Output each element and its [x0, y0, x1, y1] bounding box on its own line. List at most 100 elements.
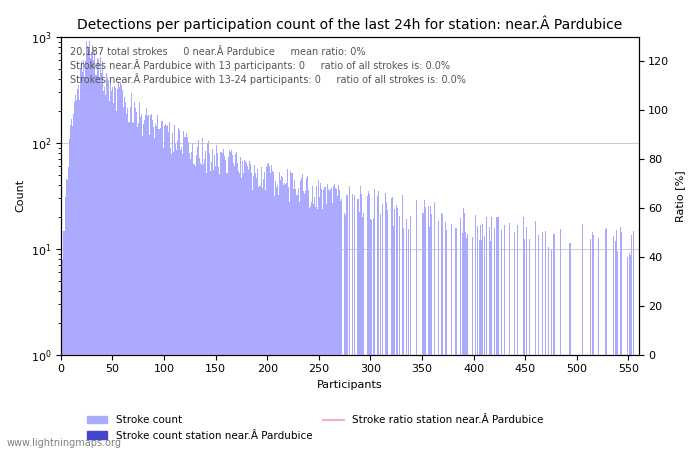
Bar [174, 125, 175, 450]
Bar [275, 180, 276, 450]
Bar [244, 160, 245, 450]
Bar [182, 154, 183, 450]
Bar [238, 171, 239, 450]
Y-axis label: Ratio [%]: Ratio [%] [675, 170, 685, 221]
Legend: Stroke count, Stroke count station near.Â Pardubice, Stroke ratio station near.Â: Stroke count, Stroke count station near.… [83, 411, 547, 445]
Bar [103, 91, 104, 450]
Bar [438, 221, 439, 450]
Bar [150, 115, 151, 450]
Bar [250, 164, 251, 450]
Bar [70, 125, 71, 450]
Bar [430, 214, 432, 450]
Bar [234, 154, 236, 450]
Bar [393, 209, 395, 450]
Bar [151, 114, 152, 450]
Bar [489, 241, 491, 450]
Bar [582, 225, 583, 450]
Bar [232, 163, 234, 450]
Bar [517, 225, 519, 450]
Bar [280, 180, 281, 450]
Bar [207, 143, 208, 450]
Bar [210, 171, 211, 450]
Bar [308, 190, 309, 450]
Bar [548, 247, 550, 450]
Bar [615, 241, 617, 450]
Bar [109, 100, 110, 450]
Bar [212, 149, 213, 450]
Bar [290, 171, 291, 450]
Bar [298, 188, 299, 450]
Bar [188, 142, 189, 450]
Bar [193, 164, 195, 450]
Bar [181, 147, 182, 450]
Bar [123, 107, 125, 450]
Bar [328, 191, 330, 450]
Bar [626, 257, 628, 450]
Bar [386, 202, 387, 450]
Bar [538, 235, 539, 450]
Bar [315, 207, 316, 450]
Bar [248, 170, 249, 450]
Bar [402, 195, 403, 450]
Bar [501, 230, 502, 450]
Bar [120, 83, 121, 450]
Bar [281, 176, 282, 450]
Bar [153, 127, 154, 450]
Bar [164, 124, 166, 450]
Bar [274, 196, 275, 450]
Bar [522, 217, 524, 450]
Bar [593, 235, 594, 450]
Bar [374, 189, 375, 450]
Bar [186, 133, 188, 450]
Bar [71, 126, 73, 450]
Bar [208, 141, 209, 450]
Bar [97, 59, 99, 450]
Bar [145, 115, 146, 450]
Bar [77, 89, 78, 450]
Bar [190, 159, 191, 450]
Bar [88, 50, 90, 450]
Bar [424, 207, 426, 450]
Bar [81, 61, 82, 450]
Bar [528, 238, 530, 450]
Bar [119, 87, 120, 450]
Bar [613, 236, 615, 450]
Bar [213, 170, 214, 450]
Bar [68, 167, 69, 450]
Bar [127, 108, 129, 450]
Bar [321, 189, 323, 450]
Bar [441, 213, 442, 450]
Bar [387, 211, 388, 450]
Bar [162, 148, 164, 450]
Bar [338, 185, 339, 450]
Bar [199, 163, 201, 450]
Bar [168, 132, 169, 450]
Bar [477, 226, 478, 450]
Bar [183, 131, 184, 450]
Bar [118, 82, 119, 450]
Bar [335, 188, 336, 450]
Bar [497, 217, 498, 450]
Bar [352, 194, 354, 450]
Bar [467, 234, 468, 450]
Bar [295, 195, 297, 450]
Bar [545, 231, 546, 450]
Bar [542, 232, 543, 450]
Bar [535, 221, 536, 450]
Bar [373, 218, 374, 450]
Bar [307, 176, 308, 450]
Bar [78, 86, 79, 450]
Bar [141, 114, 142, 450]
Bar [416, 200, 417, 450]
Bar [287, 169, 288, 450]
Bar [369, 194, 370, 450]
Bar [270, 173, 271, 450]
Bar [316, 186, 317, 450]
Bar [410, 216, 411, 450]
Bar [216, 145, 217, 450]
Bar [337, 196, 338, 450]
Bar [332, 185, 334, 450]
Bar [201, 165, 202, 450]
Bar [284, 183, 286, 450]
Bar [146, 108, 147, 450]
